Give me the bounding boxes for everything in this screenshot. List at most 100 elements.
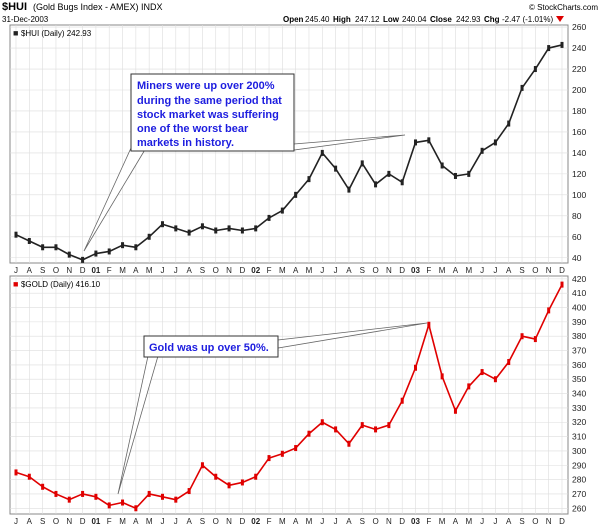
- hui-data-point: [547, 45, 551, 52]
- hui-x-tick-label: F: [426, 266, 431, 275]
- gold-x-tick-label: F: [267, 517, 272, 526]
- hui-series: [14, 41, 564, 263]
- hui-x-tick-label: A: [293, 266, 299, 275]
- hui-x-tick-label: M: [306, 266, 313, 275]
- hui-x-tick-label: 01: [91, 266, 100, 275]
- hui-data-point: [453, 172, 457, 179]
- hui-x-tick-label: N: [66, 266, 72, 275]
- gold-data-point: [267, 455, 271, 462]
- hui-data-point: [374, 181, 378, 188]
- hui-x-tick-label: M: [146, 266, 153, 275]
- hui-data-point: [27, 237, 31, 244]
- hui-data-point: [254, 225, 258, 232]
- gold-data-point: [107, 502, 111, 509]
- hui-x-tick-label: S: [200, 266, 205, 275]
- hui-x-tick-label: O: [53, 266, 59, 275]
- gold-x-tick-label: F: [426, 517, 431, 526]
- hui-x-tick-label: N: [226, 266, 232, 275]
- gold-data-point: [547, 307, 551, 314]
- chart-date: 31-Dec-2003: [2, 15, 49, 24]
- hui-y-tick-label: 180: [572, 106, 586, 116]
- hui-x-tick-label: M: [465, 266, 472, 275]
- gold-x-tick-label: M: [279, 517, 286, 526]
- hui-x-tick-label: 03: [411, 266, 420, 275]
- gold-y-tick-label: 290: [572, 460, 586, 470]
- gold-x-tick-label: A: [186, 517, 192, 526]
- gold-title: $GOLD (Daily) 416.10: [21, 280, 101, 289]
- gold-data-point: [320, 419, 324, 426]
- hui-data-point: [347, 186, 351, 193]
- hui-callout-line-2: during the same period that: [137, 95, 282, 107]
- gold-x-tick-label: J: [320, 517, 324, 526]
- gold-callout-box: [143, 335, 279, 358]
- brand-label: © StockCharts.com: [529, 3, 598, 12]
- gold-x-tick-label: M: [439, 517, 446, 526]
- hui-data-point: [41, 244, 45, 251]
- hui-callout-line-4: one of the worst bear: [137, 123, 249, 135]
- gold-y-tick-label: 260: [572, 503, 586, 513]
- hui-x-tick-label: S: [40, 266, 45, 275]
- hui-data-point: [507, 120, 511, 127]
- gold-data-point: [67, 496, 71, 503]
- gold-data-point: [307, 430, 311, 437]
- symbol: $HUI: [2, 1, 27, 13]
- high-label: High: [333, 15, 351, 24]
- hui-y-tick-label: 100: [572, 190, 586, 200]
- hui-x-tick-label: A: [186, 266, 192, 275]
- hui-data-point: [360, 160, 364, 167]
- gold-x-tick-label: A: [453, 517, 459, 526]
- hui-data-point: [67, 251, 71, 258]
- gold-data-point: [214, 473, 218, 480]
- gold-y-tick-label: 350: [572, 374, 586, 384]
- hui-y-tick-label: 240: [572, 43, 586, 53]
- gold-x-tick-label: 03: [411, 517, 420, 526]
- hui-data-point: [94, 250, 98, 257]
- hui-data-point: [387, 170, 391, 177]
- gold-data-point: [160, 493, 164, 500]
- close-value: 242.93: [456, 15, 481, 24]
- gold-x-tick-label: M: [146, 517, 153, 526]
- gold-x-tick-label: J: [493, 517, 497, 526]
- gold-data-point: [347, 440, 351, 447]
- gold-x-tick-label: N: [66, 517, 72, 526]
- hui-data-point: [334, 165, 338, 172]
- gold-x-tick-label: O: [372, 517, 378, 526]
- hui-data-point: [214, 227, 218, 234]
- hui-data-point: [480, 147, 484, 154]
- hui-y-tick-label: 260: [572, 22, 586, 32]
- gold-y-tick-label: 360: [572, 360, 586, 370]
- gold-gridlines: [10, 276, 568, 514]
- gold-data-point: [467, 383, 471, 390]
- hui-callout-box: [130, 73, 295, 152]
- gold-y-tick-label: 340: [572, 389, 586, 399]
- gold-data-point: [507, 359, 511, 366]
- hui-data-point: [533, 66, 537, 73]
- hui-data-point: [307, 176, 311, 183]
- hui-annotation: Miners were up over 200% during the same…: [83, 73, 406, 252]
- gold-y-tick-label: 420: [572, 274, 586, 284]
- gold-series: [14, 281, 564, 512]
- gold-data-point: [41, 483, 45, 490]
- gold-x-tick-label: N: [386, 517, 392, 526]
- gold-series-line: [15, 284, 563, 510]
- hui-y-tick-label: 200: [572, 85, 586, 95]
- hui-data-point: [414, 139, 418, 146]
- hui-x-tick-label: J: [334, 266, 338, 275]
- hui-x-tick-label: J: [14, 266, 18, 275]
- hui-x-tick-label: J: [493, 266, 497, 275]
- hui-data-point: [427, 137, 431, 144]
- hui-x-tick-label: 02: [251, 266, 260, 275]
- hui-y-tick-label: 120: [572, 169, 586, 179]
- hui-data-point: [560, 41, 564, 48]
- hui-data-point: [400, 179, 404, 186]
- gold-x-tick-label: S: [519, 517, 524, 526]
- gold-data-point: [493, 376, 497, 383]
- hui-data-point: [294, 191, 298, 198]
- gold-x-tick-label: A: [133, 517, 139, 526]
- hui-data-point: [227, 225, 231, 232]
- hui-x-tick-label: J: [174, 266, 178, 275]
- gold-x-tick-label: 01: [91, 517, 100, 526]
- gold-data-point: [387, 422, 391, 429]
- hui-x-tick-label: A: [133, 266, 139, 275]
- hui-title: $HUI (Daily) 242.93: [21, 29, 92, 38]
